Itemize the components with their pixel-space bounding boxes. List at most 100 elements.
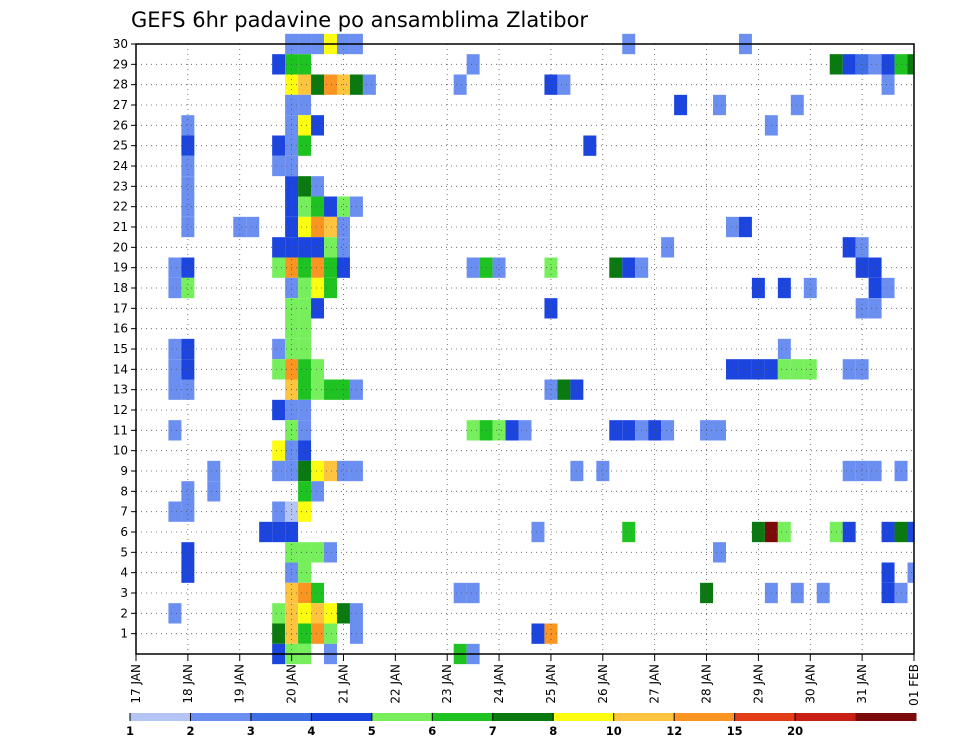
x-tick-label: 01 FEB [907,664,921,706]
heatmap-cell [272,155,286,177]
heatmap-cell [311,359,325,380]
y-tick-label: 21 [113,220,128,234]
heatmap-cell [298,379,312,400]
x-tick-label: 26 JAN [596,664,610,704]
y-tick-label: 12 [113,403,128,417]
y-tick-label: 6 [120,525,128,539]
heatmap-cell [233,216,247,238]
heatmap-cell [298,623,312,644]
legend-swatch [190,713,252,721]
heatmap-cell [324,216,337,238]
heatmap-cell [272,54,286,75]
heatmap-cell [272,257,286,278]
heatmap-cell [181,155,195,177]
heatmap-cell [298,399,312,421]
heatmap-cell [466,420,480,441]
legend-label: 2 [186,724,194,738]
heatmap-cell [713,542,726,563]
heatmap-cell [868,298,882,319]
heatmap-cell [272,399,286,421]
y-tick-label: 11 [113,423,128,437]
heatmap-cell [324,237,337,258]
heatmap-cell [855,237,869,258]
legend-label: 3 [247,724,255,738]
heatmap-cell [777,521,791,543]
heatmap-cell [168,501,182,522]
heatmap-cell [272,338,286,360]
heatmap-cell [298,603,312,624]
y-tick-label: 26 [113,118,128,132]
y-tick-label: 15 [113,342,128,356]
heatmap-cell [298,277,312,299]
heatmap-cell [298,562,312,583]
x-tick-label: 24 JAN [492,664,506,704]
y-tick-label: 5 [120,545,128,559]
heatmap-cell [298,74,312,95]
heatmap-cell [168,338,182,360]
heatmap-cell [622,521,636,543]
heatmap-cell [298,298,312,319]
heatmap-cell [492,420,506,441]
heatmap-cell [336,460,350,482]
heatmap-cell [336,257,350,278]
legend-swatch [130,713,191,721]
heatmap-cell [311,460,325,482]
heatmap-cell [336,216,350,238]
heatmap-cell [336,603,350,624]
heatmap-cell [272,521,286,543]
x-tick-label: 25 JAN [544,664,558,704]
legend-label: 20 [787,724,803,738]
heatmap-cell [583,135,597,156]
legend-label: 7 [489,724,497,738]
heatmap-cell [777,338,791,360]
legend-swatch [855,713,917,721]
heatmap-cell [453,582,467,604]
legend-swatch [613,713,675,721]
heatmap-cell [790,94,804,116]
y-tick-label: 7 [120,505,128,519]
heatmap-cell [544,298,558,319]
heatmap-cell [272,460,286,482]
legend-swatch [432,713,494,721]
heatmap-cell [738,359,752,380]
heatmap-cell [596,460,610,482]
y-tick-label: 27 [113,98,128,112]
heatmap-cell [324,623,337,644]
heatmap-cell [855,257,869,278]
heatmap-cell [336,237,350,258]
heatmap-cell [738,216,752,238]
heatmap-cell [181,196,195,217]
heatmap-cell [168,277,182,299]
heatmap-cell [453,74,467,95]
heatmap-cell [207,481,221,502]
y-tick-label: 20 [113,240,128,254]
heatmap-cell [311,298,325,319]
heatmap-cell [362,74,376,95]
heatmap-cell [246,216,260,238]
heatmap-cell [751,277,765,299]
plot-frame [135,43,915,655]
y-tick-label: 2 [120,606,128,620]
x-tick-label: 20 JAN [285,664,299,704]
heatmap-cell [855,298,869,319]
heatmap-cell [298,196,312,217]
heatmap-cell [842,460,856,482]
heatmap-cell [272,237,286,258]
heatmap-cell [466,257,480,278]
heatmap-cell [298,460,312,482]
heatmap-cell [492,257,506,278]
heatmap-cell [181,115,195,136]
heatmap-cell [311,257,325,278]
heatmap-cell [181,176,195,197]
heatmap-cell [298,542,312,563]
legend-label: 6 [428,724,436,738]
y-tick-label: 23 [113,179,128,193]
heatmap-cell [298,318,312,339]
heatmap-cell [544,623,558,644]
x-tick-label: 22 JAN [388,664,402,704]
legend-swatch [734,713,796,721]
legend-swatch [311,713,373,721]
heatmap-cell [855,460,869,482]
y-tick-label: 30 [113,37,128,51]
